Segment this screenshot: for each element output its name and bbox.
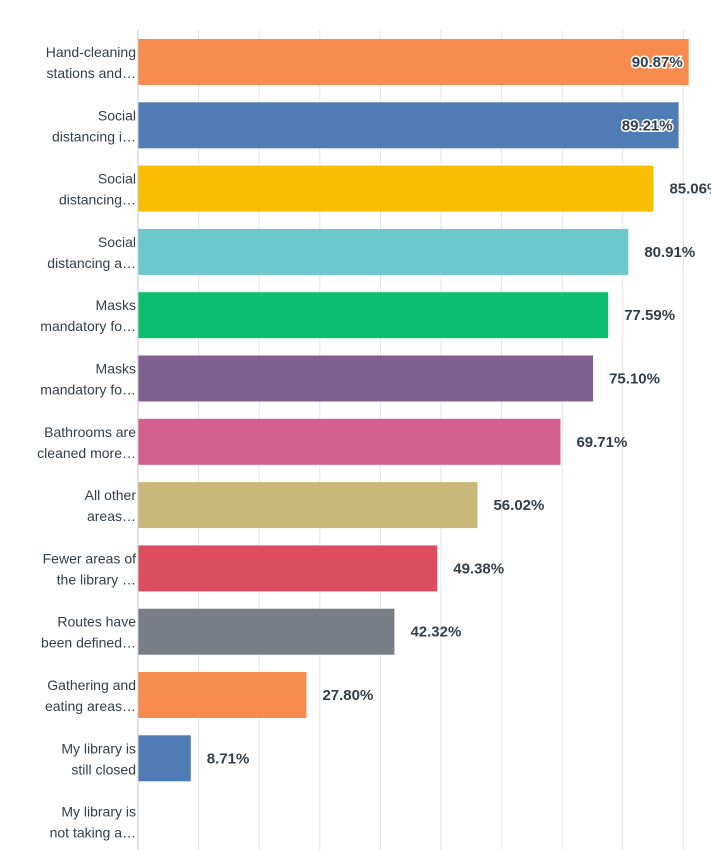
category-label: Routes have been defined… (41, 614, 136, 651)
category-label: All other areas… (85, 487, 137, 524)
bar (138, 545, 438, 592)
value-label: 69.71% (576, 434, 627, 451)
value-label: 27.80% (322, 687, 373, 704)
bar (138, 228, 629, 275)
bar (138, 418, 561, 465)
value-label: 89.21% (622, 117, 673, 134)
value-label: 42.32% (410, 624, 461, 641)
category-label: Masks mandatory fo… (40, 361, 136, 398)
bars (138, 39, 689, 782)
category-labels: Hand-cleaning stations and… Social distanci… (37, 44, 136, 841)
bar (138, 608, 395, 655)
bar (138, 102, 679, 149)
bar (138, 482, 478, 529)
value-label: 80.91% (644, 244, 695, 261)
bar (138, 355, 594, 402)
bar (138, 39, 689, 85)
value-label: 49.38% (453, 560, 504, 577)
value-labels: 90.87% 89.21% 85.06% 80.91% 77.59% 75.10% 69.7… (207, 53, 711, 768)
value-label: 8.71% (207, 750, 250, 767)
category-label: Fewer areas of the library … (43, 550, 136, 587)
value-label: 90.87% (632, 54, 683, 71)
category-label: Social distancing i… (52, 107, 136, 144)
category-label: Gathering and eating areas… (45, 677, 136, 714)
category-label: Masks mandatory fo… (40, 297, 136, 334)
value-label: 77.59% (624, 307, 675, 324)
bar (138, 165, 654, 212)
category-label: Social distancing a… (47, 234, 136, 271)
bar (138, 292, 609, 339)
category-label: My library is not taking a… (50, 804, 136, 841)
category-label: My library is still closed (61, 740, 136, 777)
category-label: Bathrooms are cleaned more… (37, 424, 136, 461)
category-label: Hand-cleaning stations and… (46, 44, 136, 81)
bar (138, 672, 307, 718)
category-label: Social distancing… (59, 171, 136, 208)
value-label: 56.02% (493, 497, 544, 514)
value-label: 75.10% (609, 371, 660, 388)
value-label: 85.06% (669, 181, 711, 198)
bar (138, 735, 191, 782)
